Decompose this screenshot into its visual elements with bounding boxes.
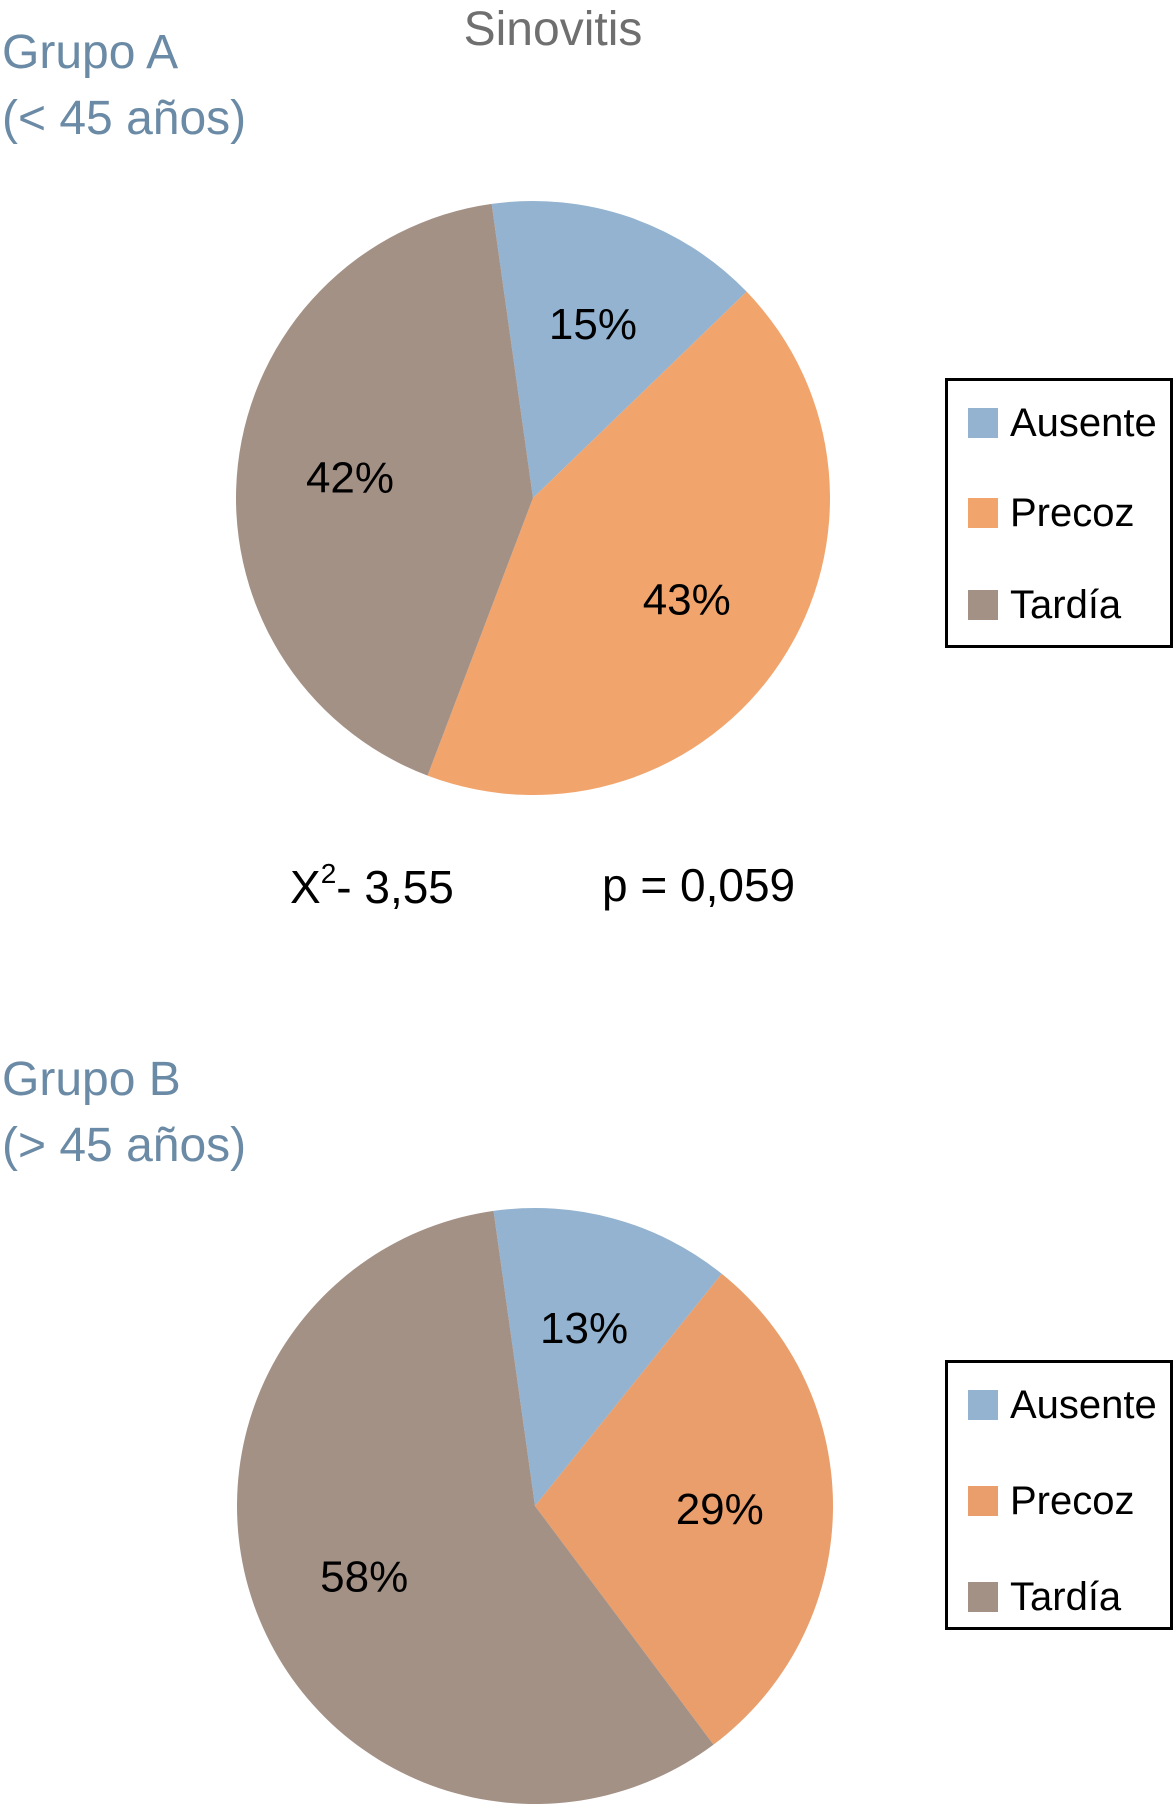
- slice-data-label: 15%: [549, 300, 637, 349]
- slice-data-label: 13%: [540, 1304, 628, 1353]
- legend-swatch: [968, 408, 998, 438]
- pie-chart-group-b: 13% 29% 58%: [236, 1208, 833, 1804]
- p-value-stat: p = 0,059: [602, 859, 796, 911]
- legend-swatch: [968, 1486, 998, 1516]
- legend-swatch: [968, 1582, 998, 1612]
- group-b-title-line2: (> 45 años): [2, 1119, 247, 1172]
- legend-label: Precoz: [1010, 490, 1135, 535]
- group-b-title-line1: Grupo B: [2, 1053, 181, 1106]
- legend-label: Ausente: [1010, 400, 1157, 445]
- chi-exponent: 2: [320, 858, 337, 889]
- legend-item-tardia: Tardía: [968, 582, 1122, 627]
- legend-label: Tardía: [1010, 582, 1122, 627]
- pie-slice-precoz: [427, 291, 830, 795]
- legend-item-tardia: Tardía: [968, 1574, 1122, 1619]
- legend-swatch: [968, 498, 998, 528]
- pie-slice-tardia: [236, 203, 533, 776]
- chi-square-stat: X2- 3,55: [290, 858, 454, 914]
- legend-swatch: [968, 590, 998, 620]
- legend-group-a: Ausente Precoz Tardía: [945, 378, 1173, 648]
- pie-slice-ausente: [493, 1208, 722, 1506]
- legend-item-ausente: Ausente: [968, 400, 1157, 445]
- slice-data-label: 42%: [306, 453, 394, 502]
- group-a-title-line2: (< 45 años): [2, 92, 247, 145]
- legend-item-precoz: Precoz: [968, 490, 1135, 535]
- pie-slice-tardia: [236, 1210, 714, 1804]
- group-a-title-line1: Grupo A: [2, 26, 179, 79]
- legend-label: Ausente: [1010, 1382, 1157, 1427]
- pie-slice-precoz: [535, 1273, 833, 1745]
- chart-title: Sinovitis: [463, 3, 643, 56]
- chi-symbol: X: [290, 861, 321, 913]
- slice-data-label: 58%: [320, 1552, 408, 1601]
- legend-item-precoz: Precoz: [968, 1478, 1135, 1523]
- legend-item-ausente: Ausente: [968, 1382, 1157, 1427]
- slice-data-label: 43%: [643, 575, 731, 624]
- group-b-title: Grupo B (> 45 años): [2, 1047, 246, 1179]
- chi-value: - 3,55: [336, 861, 454, 913]
- pie-slice-ausente: [491, 201, 747, 498]
- pie-chart-group-a: 15% 43% 42%: [236, 201, 830, 795]
- group-a-title: Grupo A (< 45 años): [2, 20, 246, 152]
- legend-group-b: Ausente Precoz Tardía: [945, 1360, 1173, 1630]
- slice-data-label: 29%: [676, 1485, 764, 1534]
- legend-label: Tardía: [1010, 1574, 1122, 1619]
- legend-label: Precoz: [1010, 1478, 1135, 1523]
- legend-swatch: [968, 1390, 998, 1420]
